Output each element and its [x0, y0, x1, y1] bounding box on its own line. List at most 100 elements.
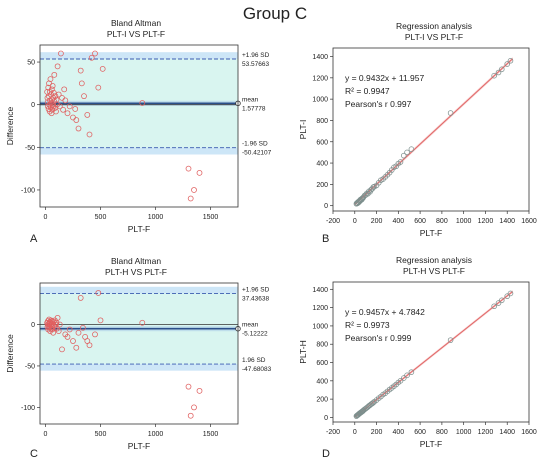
data-point — [49, 83, 56, 89]
x-tick-label: 0 — [44, 214, 48, 221]
data-point — [47, 76, 54, 82]
lower-sd-label: 1.96 SD — [242, 357, 266, 364]
mean-value: 1.57778 — [242, 105, 266, 112]
y-tick-label: -50 — [25, 145, 35, 152]
data-point — [447, 337, 454, 343]
upper-loa-value: 53.57663 — [242, 61, 269, 68]
y-tick-label: 0 — [324, 415, 328, 422]
data-point — [66, 326, 73, 333]
data-point — [401, 152, 407, 159]
data-point — [77, 295, 84, 301]
y-tick-label: 0 — [324, 203, 328, 210]
data-point — [97, 317, 104, 324]
plot-frame — [39, 44, 239, 208]
data-point — [507, 290, 514, 297]
y-tick-label: 200 — [316, 182, 328, 189]
x-tick-label: 200 — [371, 218, 383, 225]
data-point — [56, 103, 63, 110]
data-point — [86, 342, 93, 349]
data-point — [495, 69, 502, 76]
x-tick-label: 500 — [95, 214, 107, 221]
panel-subtitle: PLT-I VS PLT-F — [405, 32, 463, 42]
r-squared: R² = 0.9973 — [345, 320, 390, 330]
data-point — [56, 321, 63, 328]
x-tick-label: 1000 — [456, 218, 472, 225]
y-tick-label: 400 — [316, 161, 328, 168]
data-point — [447, 110, 454, 116]
data-point — [53, 108, 59, 115]
y-tick-label: -100 — [21, 405, 35, 412]
data-point — [139, 319, 146, 326]
x-tick-label: 1200 — [478, 218, 494, 225]
data-point — [80, 324, 86, 331]
data-point — [59, 346, 65, 353]
y-tick-label: -50 — [25, 363, 35, 370]
data-point — [81, 93, 87, 100]
data-point — [72, 106, 79, 112]
data-point — [86, 131, 93, 138]
regression-equation: y = 0.9457x + 4.7842 — [345, 307, 425, 317]
data-point — [491, 303, 497, 310]
panel-title: Bland Altman — [111, 256, 161, 266]
panel-title: Regression analysis — [396, 21, 472, 31]
data-point — [84, 112, 91, 118]
panel-letter: C — [30, 448, 38, 460]
y-tick-label: 800 — [316, 118, 328, 125]
data-point — [191, 404, 197, 411]
data-point — [187, 412, 194, 419]
x-tick-label: 1000 — [456, 429, 472, 436]
x-tick-label: 200 — [371, 429, 383, 436]
upper-sd-label: +1.96 SD — [242, 286, 270, 293]
x-tick-label: 500 — [95, 431, 107, 438]
data-points — [44, 290, 203, 419]
data-point — [397, 159, 404, 165]
data-point — [504, 61, 510, 67]
data-point — [397, 378, 404, 384]
data-point — [507, 58, 514, 64]
y-tick-label: 50 — [27, 60, 35, 67]
y-axis-label: Difference — [5, 334, 15, 373]
mean-label: mean — [242, 96, 259, 103]
data-point — [73, 117, 80, 123]
data-point — [499, 297, 505, 304]
x-tick-label: 1200 — [478, 429, 494, 436]
panel-subtitle: PLT-H VS PLT-F — [403, 266, 465, 276]
lower-loa-value: -47.68083 — [242, 366, 272, 373]
y-tick-label: 0 — [31, 102, 35, 109]
x-tick-label: 1000 — [148, 431, 164, 438]
data-point — [404, 149, 410, 156]
data-point — [49, 324, 55, 330]
x-tick-label: 400 — [392, 429, 404, 436]
panel-subtitle: PLT-I VS PLT-F — [107, 29, 165, 39]
y-tick-label: 1400 — [312, 287, 328, 294]
data-point — [45, 103, 51, 110]
x-tick-label: 400 — [392, 218, 404, 225]
y-axis-label: PLT-I — [298, 120, 308, 140]
panel-letter: D — [322, 448, 330, 460]
data-point — [62, 97, 69, 104]
data-point — [92, 50, 98, 57]
y-tick-label: 1200 — [312, 75, 328, 82]
data-points — [44, 50, 203, 202]
data-point — [49, 86, 55, 93]
panel-title: Regression analysis — [396, 255, 472, 265]
r-squared: R² = 0.9947 — [345, 86, 390, 96]
data-point — [408, 146, 415, 152]
panel-letter: A — [30, 233, 38, 245]
y-tick-label: 1000 — [312, 323, 328, 330]
y-tick-label: 600 — [316, 360, 328, 367]
data-point — [70, 338, 76, 344]
x-tick-label: 0 — [44, 431, 48, 438]
x-tick-label: 1400 — [499, 218, 515, 225]
data-point — [55, 91, 62, 98]
x-tick-label: 600 — [414, 429, 426, 436]
plot-frame — [332, 281, 530, 423]
data-point — [95, 84, 102, 91]
y-tick-label: -100 — [21, 187, 35, 194]
data-points — [353, 58, 514, 207]
